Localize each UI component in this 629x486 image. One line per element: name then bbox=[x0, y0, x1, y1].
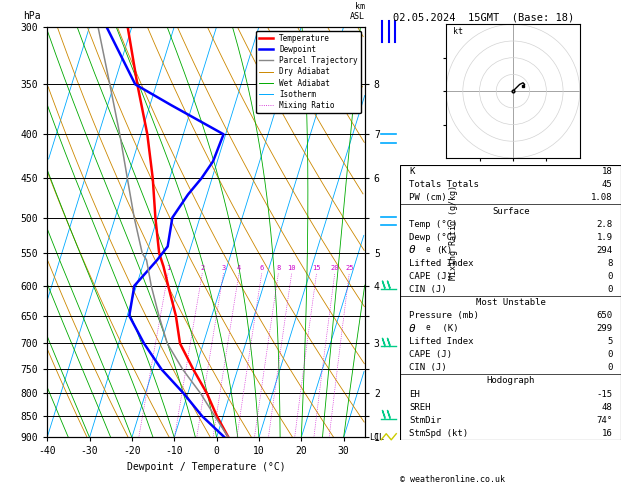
Text: 0: 0 bbox=[607, 350, 613, 359]
Text: 16: 16 bbox=[602, 429, 613, 438]
Text: PW (cm): PW (cm) bbox=[409, 193, 447, 203]
Text: θ: θ bbox=[409, 324, 416, 334]
Text: 15: 15 bbox=[313, 265, 321, 271]
Text: 0: 0 bbox=[607, 285, 613, 294]
Text: Lifted Index: Lifted Index bbox=[409, 259, 474, 268]
Legend: Temperature, Dewpoint, Parcel Trajectory, Dry Adiabat, Wet Adiabat, Isotherm, Mi: Temperature, Dewpoint, Parcel Trajectory… bbox=[257, 31, 361, 113]
Text: 4: 4 bbox=[237, 265, 241, 271]
Text: SREH: SREH bbox=[409, 402, 430, 412]
Text: hPa: hPa bbox=[23, 11, 41, 20]
Text: 2: 2 bbox=[200, 265, 204, 271]
Text: 2.8: 2.8 bbox=[596, 220, 613, 228]
Text: CAPE (J): CAPE (J) bbox=[409, 272, 452, 281]
Text: Lifted Index: Lifted Index bbox=[409, 337, 474, 346]
Text: 0: 0 bbox=[607, 272, 613, 281]
Text: (K): (K) bbox=[437, 246, 453, 255]
Text: Hodograph: Hodograph bbox=[487, 377, 535, 385]
X-axis label: Dewpoint / Temperature (°C): Dewpoint / Temperature (°C) bbox=[126, 462, 286, 472]
Text: Surface: Surface bbox=[492, 207, 530, 215]
Text: km
ASL: km ASL bbox=[350, 2, 365, 20]
Text: CIN (J): CIN (J) bbox=[409, 285, 447, 294]
Text: Temp (°C): Temp (°C) bbox=[409, 220, 457, 228]
Text: StmSpd (kt): StmSpd (kt) bbox=[409, 429, 468, 438]
Text: 48: 48 bbox=[602, 402, 613, 412]
Text: 299: 299 bbox=[596, 324, 613, 333]
Text: 8: 8 bbox=[276, 265, 281, 271]
Text: CIN (J): CIN (J) bbox=[409, 364, 447, 372]
Text: kt: kt bbox=[453, 27, 463, 36]
Text: 20: 20 bbox=[331, 265, 339, 271]
Text: Mixing Ratio (g/kg): Mixing Ratio (g/kg) bbox=[449, 185, 459, 279]
Text: Pressure (mb): Pressure (mb) bbox=[409, 311, 479, 320]
Text: 74°: 74° bbox=[596, 416, 613, 425]
Text: 1: 1 bbox=[166, 265, 170, 271]
Text: 1.9: 1.9 bbox=[596, 233, 613, 242]
Text: θ: θ bbox=[409, 245, 416, 255]
Text: K: K bbox=[409, 167, 415, 176]
Text: EH: EH bbox=[409, 390, 420, 399]
Text: Dewp (°C): Dewp (°C) bbox=[409, 233, 457, 242]
Text: StmDir: StmDir bbox=[409, 416, 441, 425]
Text: CAPE (J): CAPE (J) bbox=[409, 350, 452, 359]
Text: 294: 294 bbox=[596, 246, 613, 255]
Text: 10: 10 bbox=[287, 265, 296, 271]
Text: 0: 0 bbox=[607, 364, 613, 372]
Text: 02.05.2024  15GMT  (Base: 18): 02.05.2024 15GMT (Base: 18) bbox=[393, 12, 574, 22]
Text: 6: 6 bbox=[260, 265, 264, 271]
Text: e: e bbox=[425, 323, 430, 332]
Text: 18: 18 bbox=[602, 167, 613, 176]
Text: 5: 5 bbox=[607, 337, 613, 346]
Text: 650: 650 bbox=[596, 311, 613, 320]
Text: -15: -15 bbox=[596, 390, 613, 399]
Text: 45: 45 bbox=[602, 180, 613, 190]
Text: e: e bbox=[425, 244, 430, 254]
Text: LCL: LCL bbox=[370, 433, 384, 442]
Text: © weatheronline.co.uk: © weatheronline.co.uk bbox=[400, 474, 505, 484]
Text: 3: 3 bbox=[221, 265, 226, 271]
Text: Totals Totals: Totals Totals bbox=[409, 180, 479, 190]
Text: Most Unstable: Most Unstable bbox=[476, 298, 546, 307]
Text: 8: 8 bbox=[607, 259, 613, 268]
Text: (K): (K) bbox=[437, 324, 458, 333]
Text: 1.08: 1.08 bbox=[591, 193, 613, 203]
Text: 25: 25 bbox=[345, 265, 353, 271]
